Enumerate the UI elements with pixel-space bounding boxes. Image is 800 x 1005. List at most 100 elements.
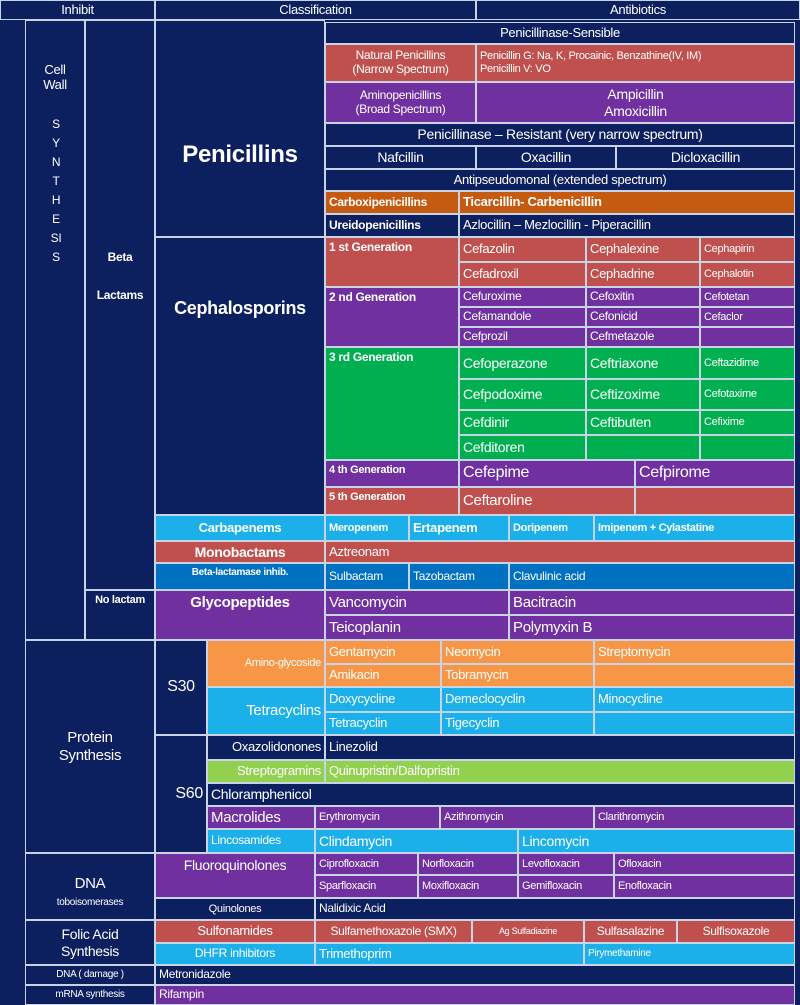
penicillins-natural-drugs-cell: Penicillin G: Na, K, Procainic, Benzathi… bbox=[476, 44, 795, 82]
drug-cell: Cephadrine bbox=[586, 262, 700, 287]
drug-cell: Dicloxacillin bbox=[616, 146, 795, 169]
generation-label: 3 rd Generation bbox=[325, 347, 459, 460]
drug-cell bbox=[700, 435, 795, 460]
header-classification: Classification bbox=[155, 0, 476, 20]
drug-cell: Ciprofloxacin bbox=[315, 853, 418, 875]
drug-cell: Ceftriaxone bbox=[586, 347, 700, 379]
drug-cell: Sulbactam bbox=[325, 563, 409, 590]
synthesis-vertical-label: SYNTHESIS bbox=[50, 117, 62, 264]
drug-cell: Cephapirin bbox=[700, 237, 795, 262]
drug-cell: Ertapenem bbox=[409, 515, 509, 541]
drug-cell: Ceftazidime bbox=[700, 347, 795, 379]
drug-cell: Tazobactam bbox=[409, 563, 509, 590]
glycopeptides-label-cell: Glycopeptides bbox=[155, 590, 325, 640]
drug-cell: Azithromycin bbox=[440, 806, 594, 829]
drug-cell: Oxacillin bbox=[476, 146, 616, 169]
drug-cell: Cefdinir bbox=[459, 410, 586, 435]
drug-cell: Sparfloxacin bbox=[315, 875, 418, 898]
drug-cell: Cefamandole bbox=[459, 307, 586, 327]
dna-topo-quinolones-label-cell: Quinolones bbox=[155, 898, 315, 920]
protein-oxazolidonones-drug-cell: Linezolid bbox=[325, 735, 795, 760]
protein-lincosamides-label-cell: Lincosamides bbox=[207, 829, 315, 853]
drug-cell: Cephalotin bbox=[700, 262, 795, 287]
dna-damage-drug-cell: Metronidazole bbox=[155, 965, 795, 985]
protein-aminoglycoside-label-cell: Amino-glycoside bbox=[207, 640, 325, 687]
penicillins-sensible-cell: Penicillinase-Sensible bbox=[325, 22, 795, 44]
penicillins-amino-drugs-cell: Ampicillin Amoxicillin bbox=[476, 82, 795, 123]
drug-cell: Clindamycin bbox=[315, 829, 518, 853]
drug-cell: Tetracyclin bbox=[325, 712, 441, 735]
drug-cell: Clavulinic acid bbox=[509, 563, 795, 590]
generation-label: 5 th Generation bbox=[325, 487, 459, 515]
drug-cell: Cefuroxime bbox=[459, 287, 586, 307]
drug-cell: Cefoxitin bbox=[586, 287, 700, 307]
drug-cell: Vancomycin bbox=[325, 590, 509, 615]
protein-streptogramins-drug-cell: Quinupristin/Dalfopristin bbox=[325, 760, 795, 783]
drug-cell: Minocycline bbox=[594, 687, 795, 712]
protein-macrolides-label-cell: Macrolides bbox=[207, 806, 315, 829]
drug-cell: Cefadroxil bbox=[459, 262, 586, 287]
drug-cell: Cefonicid bbox=[586, 307, 700, 327]
drug-cell: Demeclocyclin bbox=[441, 687, 594, 712]
protein-synthesis-label: Protein Synthesis bbox=[25, 640, 155, 853]
drug-cell: Clarithromycin bbox=[594, 806, 795, 829]
drug-cell: Cefepime bbox=[459, 460, 635, 487]
toboisomerases-label: toboisomerases bbox=[56, 897, 124, 909]
beta-lactamase-label-cell: Beta-lactamase inhib. bbox=[155, 563, 325, 590]
drug-cell: Cefixime bbox=[700, 410, 795, 435]
drug-cell: Ag Sulfadiazine bbox=[472, 920, 584, 943]
drug-cell: Cefpodoxime bbox=[459, 379, 586, 410]
dna-topo-fluoroquinolones-label-cell: Fluoroquinolones bbox=[155, 853, 315, 898]
drug-cell: Neomycin bbox=[441, 640, 594, 664]
header-antibiotics: Antibiotics bbox=[476, 0, 800, 20]
drug-cell: Cefotaxime bbox=[700, 379, 795, 410]
drug-cell: Cefaclor bbox=[700, 307, 795, 327]
drug-cell: Pirymethamine bbox=[584, 943, 795, 965]
penicillins-antipseudomonal-cell: Antipseudomonal (extended spectrum) bbox=[325, 169, 795, 191]
drug-cell: Bacitracin bbox=[509, 590, 795, 615]
drug-cell: Sulfamethoxazole (SMX) bbox=[315, 920, 472, 943]
protein-streptogramins-label-cell: Streptogramins bbox=[207, 760, 325, 783]
drug-cell bbox=[594, 712, 795, 735]
drug-cell: Cefditoren bbox=[459, 435, 586, 460]
drug-cell: Sulfisoxazole bbox=[677, 920, 795, 943]
dna-label: DNA bbox=[74, 875, 106, 893]
drug-cell: Sulfasalazine bbox=[584, 920, 677, 943]
penicillins-carboxi-label-cell: Carboxipenicillins bbox=[325, 191, 459, 214]
cell-wall-label: Cell Wall bbox=[25, 20, 85, 640]
generation-label: 4 th Generation bbox=[325, 460, 459, 487]
generation-label: 1 st Generation bbox=[325, 237, 459, 287]
drug-cell: Trimethoprim bbox=[315, 943, 584, 965]
penicillins-resistant-cell: Penicillinase – Resistant (very narrow s… bbox=[325, 123, 795, 146]
drug-cell: Doripenem bbox=[509, 515, 594, 541]
drug-cell: Cefmetazole bbox=[586, 327, 700, 347]
drug-cell: Polymyxin B bbox=[509, 615, 795, 640]
dna-topo-quinolones-drug-cell: Nalidixic Acid bbox=[315, 898, 795, 920]
drug-cell: Erythromycin bbox=[315, 806, 440, 829]
drug-cell: Streptomycin bbox=[594, 640, 795, 664]
protein-chloramphenicol-cell: Chloramphenicol bbox=[207, 783, 795, 806]
monobactams-label-cell: Monobactams bbox=[155, 541, 325, 563]
mrna-drug-cell: Rifampin bbox=[155, 985, 795, 1005]
drug-cell: Gentamycin bbox=[325, 640, 441, 664]
drug-cell: Imipenem + Cylastatine bbox=[594, 515, 795, 541]
folic-acid-label: Folic Acid Synthesis bbox=[25, 920, 155, 965]
penicillins-carboxi-drugs-cell: Ticarcillin- Carbenicillin bbox=[459, 191, 795, 214]
protein-tetracyclins-label-cell: Tetracyclins bbox=[207, 687, 325, 735]
protein-s30-cell: S30 bbox=[155, 640, 207, 735]
beta-lactams-label: Beta Lactams bbox=[85, 20, 155, 590]
penicillins-amino-label-cell: Aminopenicillins (Broad Spectrum) bbox=[325, 82, 476, 123]
drug-cell: Lincomycin bbox=[518, 829, 795, 853]
penicillins-ureido-drugs-cell: Azlocillin – Mezlocillin - Piperacillin bbox=[459, 214, 795, 237]
folic-sulfonamides-label-cell: Sulfonamides bbox=[155, 920, 315, 943]
folic-dhfr-label-cell: DHFR inhibitors bbox=[155, 943, 315, 965]
no-lactam-label: No lactam bbox=[85, 590, 155, 640]
generation-label: 2 nd Generation bbox=[325, 287, 459, 347]
drug-cell: Cefotetan bbox=[700, 287, 795, 307]
drug-cell: Tobramycin bbox=[441, 664, 594, 687]
drug-cell bbox=[700, 327, 795, 347]
drug-cell: Gemifloxacin bbox=[518, 875, 614, 898]
penicillins-title: Penicillins bbox=[155, 20, 325, 237]
drug-cell bbox=[635, 487, 795, 515]
drug-cell: Enofloxacin bbox=[614, 875, 795, 898]
